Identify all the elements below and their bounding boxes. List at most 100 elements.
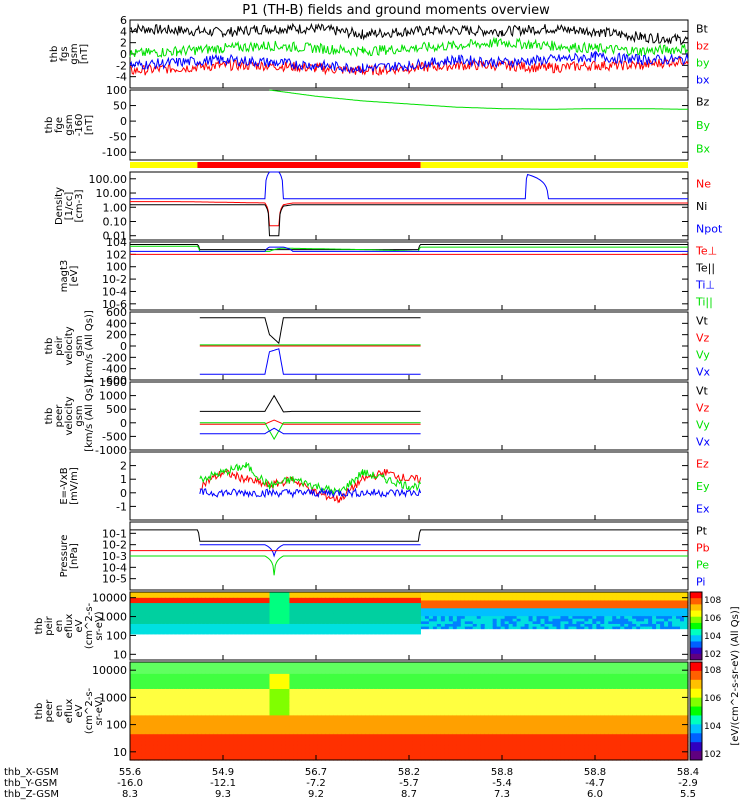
heatmap-cell: [241, 605, 247, 609]
heatmap-cell: [632, 657, 637, 661]
heatmap-cell: [584, 649, 589, 653]
heatmap-cell: [189, 631, 195, 635]
heatmap-cell: [145, 684, 151, 689]
heatmap-cell: [301, 615, 306, 619]
heatmap-cell: [277, 673, 283, 678]
heatmap-cell: [361, 654, 366, 658]
heatmap-cell: [520, 639, 526, 643]
heatmap-cell: [213, 618, 219, 622]
heatmap-cell: [624, 607, 629, 611]
heatmap-cell: [213, 692, 219, 697]
heatmap-cell: [265, 641, 271, 645]
heatmap-cell: [241, 714, 247, 720]
heatmap-cell: [468, 641, 474, 645]
heatmap-cell: [524, 639, 530, 643]
heatmap-cell: [173, 592, 179, 596]
heatmap-cell: [201, 756, 207, 761]
heatmap-cell: [193, 633, 199, 638]
heatmap-cell: [616, 633, 621, 638]
heatmap-cell: [389, 639, 394, 643]
heatmap-cell: [556, 639, 562, 643]
heatmap-cell: [161, 649, 167, 653]
heatmap-cell: [237, 652, 243, 656]
heatmap-cell: [393, 636, 398, 640]
heatmap-cell: [161, 602, 167, 606]
heatmap-cell: [241, 641, 247, 645]
heatmap-cell: [452, 644, 458, 648]
heatmap-cell: [173, 748, 179, 754]
heatmap-cell: [460, 657, 466, 661]
heatmap-cell: [440, 605, 446, 609]
heatmap-cell: [277, 741, 283, 746]
heatmap-cell: [476, 626, 482, 630]
heatmap-cell: [500, 654, 506, 658]
heatmap-cell: [676, 628, 681, 632]
heatmap-cell: [616, 631, 621, 635]
heatmap-cell: [217, 628, 223, 632]
heatmap-cell: [185, 626, 191, 630]
heatmap-cell: [520, 626, 526, 630]
heatmap-cell: [548, 607, 554, 611]
heatmap-cell: [393, 644, 398, 648]
heatmap-cell: [277, 654, 283, 658]
heatmap-cell: [604, 610, 609, 614]
heatmap-cell: [277, 733, 283, 738]
heatmap-cell: [221, 673, 227, 678]
heatmap-cell: [600, 654, 605, 658]
heatmap-cell: [684, 657, 689, 661]
heatmap-cell: [365, 646, 370, 651]
heatmap-cell: [245, 620, 251, 624]
heatmap-cell: [464, 618, 470, 622]
heatmap-cell: [568, 654, 574, 658]
heatmap-cell: [616, 644, 621, 648]
heatmap-cell: [173, 688, 179, 693]
heatmap-cell: [185, 612, 191, 617]
heatmap-cell: [444, 607, 450, 611]
heatmap-cell: [213, 752, 219, 757]
heatmap-cell: [660, 633, 665, 638]
heatmap-cell: [536, 599, 542, 604]
heatmap-cell: [145, 644, 151, 648]
heatmap-cell: [161, 652, 167, 656]
heatmap-cell: [480, 599, 486, 604]
heatmap-cell: [560, 607, 566, 611]
heatmap-cell: [245, 707, 251, 712]
heatmap-cell: [157, 737, 163, 742]
heatmap-cell: [133, 669, 139, 674]
heatmap-cell: [536, 652, 542, 656]
heatmap-cell: [181, 673, 187, 678]
heatmap-cell: [177, 737, 183, 742]
heatmap-cell: [153, 703, 159, 708]
heatmap-cell: [528, 599, 534, 604]
heatmap-cell: [636, 646, 641, 651]
heatmap-cell: [452, 628, 458, 632]
heatmap-cell: [468, 644, 474, 648]
heatmap-cell: [341, 602, 346, 606]
heatmap-cell: [492, 594, 498, 598]
heatmap-cell: [436, 654, 442, 658]
heatmap-cell: [237, 714, 243, 720]
heatmap-cell: [436, 615, 442, 619]
series-Ti⊥: [130, 246, 688, 252]
heatmap-cell: [600, 649, 605, 653]
heatmap-cell: [149, 662, 155, 667]
heatmap-cell: [409, 626, 414, 630]
heatmap-cell: [420, 652, 426, 656]
heatmap-cell: [197, 733, 203, 738]
heatmap-cell: [468, 626, 474, 630]
heatmap-cell: [201, 626, 207, 630]
heatmap-cell: [628, 615, 633, 619]
heatmap-cell: [584, 623, 589, 627]
heatmap-cell: [500, 594, 506, 598]
heatmap-cell: [177, 718, 183, 723]
heatmap-cell: [233, 612, 239, 617]
heatmap-cell: [365, 599, 370, 604]
heatmap-cell: [165, 615, 171, 619]
heatmap-cell: [285, 602, 291, 606]
heatmap-cell: [456, 633, 462, 638]
heatmap-cell: [149, 744, 155, 750]
heatmap-cell: [201, 646, 207, 651]
heatmap-cell: [137, 726, 143, 731]
heatmap-cell: [233, 695, 239, 701]
heatmap-cell: [412, 644, 418, 648]
